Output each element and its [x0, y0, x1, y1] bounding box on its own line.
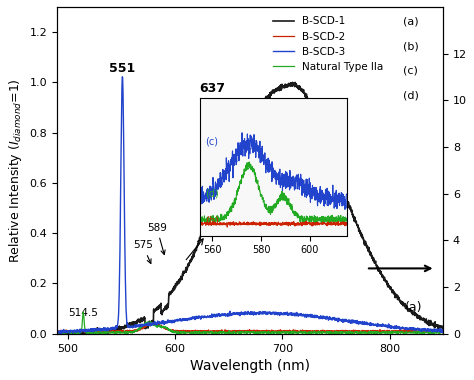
Text: (a): (a)	[402, 17, 418, 27]
B-SCD-2	[74, 328, 80, 333]
B-SCD-2	[232, 329, 238, 333]
Natural Type IIa	[232, 331, 238, 335]
Natural Type IIa	[74, 331, 80, 336]
B-SCD-2	[242, 330, 248, 334]
Natural Type IIa	[429, 330, 435, 334]
B-SCD-3	[119, 74, 125, 79]
Text: 514.5: 514.5	[68, 308, 98, 318]
B-SCD-3	[242, 310, 248, 315]
B-SCD-1	[68, 334, 74, 339]
Text: 575: 575	[133, 240, 153, 263]
Natural Type IIa	[81, 310, 86, 314]
B-SCD-1	[54, 331, 60, 335]
B-SCD-2	[429, 330, 435, 334]
B-SCD-1	[232, 131, 237, 135]
Text: (b): (b)	[402, 41, 419, 51]
X-axis label: Wavelength (nm): Wavelength (nm)	[190, 359, 310, 373]
Text: 551: 551	[109, 62, 136, 75]
Natural Type IIa	[54, 331, 60, 336]
B-SCD-1	[440, 326, 446, 331]
B-SCD-2	[429, 329, 435, 334]
B-SCD-2	[440, 329, 446, 334]
B-SCD-3	[74, 328, 80, 332]
Natural Type IIa	[359, 331, 365, 336]
B-SCD-2	[54, 329, 60, 334]
Natural Type IIa	[440, 329, 446, 334]
B-SCD-1	[429, 322, 435, 327]
B-SCD-2	[205, 331, 210, 335]
B-SCD-1	[242, 111, 248, 116]
B-SCD-3	[359, 321, 365, 326]
Text: (d): (d)	[402, 90, 419, 100]
B-SCD-3	[429, 328, 435, 333]
B-SCD-1	[74, 332, 80, 336]
Y-axis label: Relative Intensity ($I_{diamond}$=1): Relative Intensity ($I_{diamond}$=1)	[7, 78, 24, 263]
B-SCD-2	[150, 321, 155, 325]
Text: (a): (a)	[405, 301, 422, 314]
Natural Type IIa	[429, 331, 435, 336]
Legend: B-SCD-1, B-SCD-2, B-SCD-3, Natural Type IIa: B-SCD-1, B-SCD-2, B-SCD-3, Natural Type …	[269, 12, 388, 76]
Natural Type IIa	[91, 331, 97, 336]
Natural Type IIa	[242, 329, 248, 334]
B-SCD-3	[429, 330, 435, 334]
Text: 589: 589	[147, 223, 167, 255]
B-SCD-1	[359, 234, 365, 239]
B-SCD-1	[429, 321, 435, 326]
Line: B-SCD-3: B-SCD-3	[57, 77, 443, 334]
B-SCD-1	[290, 80, 295, 85]
Line: B-SCD-2: B-SCD-2	[57, 323, 443, 333]
B-SCD-3	[54, 330, 60, 335]
Text: 637: 637	[200, 82, 226, 95]
Line: B-SCD-1: B-SCD-1	[57, 82, 443, 336]
B-SCD-3	[440, 328, 446, 333]
B-SCD-3	[59, 331, 64, 336]
B-SCD-3	[232, 311, 238, 315]
Text: (c): (c)	[402, 66, 418, 76]
B-SCD-2	[359, 329, 365, 334]
Line: Natural Type IIa: Natural Type IIa	[57, 312, 443, 334]
